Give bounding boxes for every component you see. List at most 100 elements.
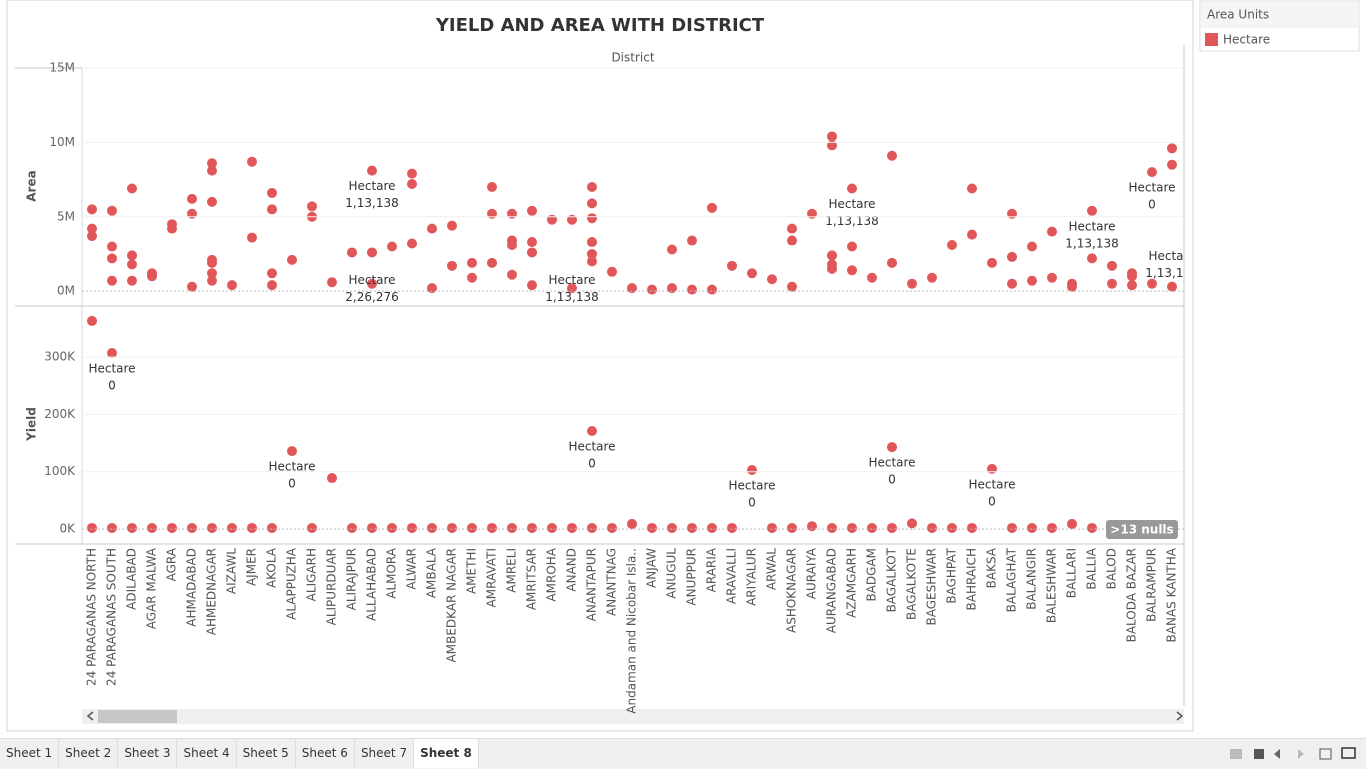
- x-tick-label: BAGHPAT: [945, 547, 959, 603]
- icon-fullscreen[interactable]: [1319, 748, 1332, 760]
- dot: [287, 254, 297, 265]
- dot: [167, 223, 177, 234]
- dot: [1007, 208, 1017, 219]
- dot: [967, 522, 977, 533]
- x-tick-label: AMETHI: [465, 548, 479, 594]
- y-tick-label: 200K: [44, 407, 76, 421]
- dot: [207, 257, 217, 268]
- dot: [507, 208, 517, 219]
- x-tick-label: AJMER: [245, 548, 259, 586]
- mark-label-line: Hectare: [348, 273, 395, 287]
- dot: [507, 269, 517, 280]
- x-tick-label: AMRITSAR: [525, 548, 539, 610]
- x-tick-label: 24 PARAGANAS SOUTH: [105, 548, 119, 686]
- x-tick-label: BALRAMPUR: [1145, 548, 1159, 622]
- x-tick-label: 24 PARAGANAS NORTH: [85, 548, 99, 686]
- dot: [87, 231, 97, 242]
- dot: [607, 266, 617, 277]
- mark-label-line: Hectare: [568, 440, 615, 454]
- x-tick-label: ARAVALLI: [725, 548, 739, 604]
- mark-label-line: 2,26,276: [345, 290, 398, 304]
- dot: [207, 196, 217, 207]
- icon-prev[interactable]: [1274, 749, 1280, 759]
- mark-label-line: Hectare: [1068, 219, 1115, 233]
- dot: [427, 522, 437, 533]
- mark-label-line: 0: [588, 457, 596, 471]
- dot: [487, 522, 497, 533]
- sheet-tab[interactable]: Sheet 8: [414, 739, 479, 768]
- dot: [767, 522, 777, 533]
- x-tick-label: BAGALKOTE: [905, 548, 919, 620]
- dot: [587, 426, 597, 437]
- dot: [927, 522, 937, 533]
- dot: [487, 208, 497, 219]
- mark-label-line: 0: [988, 494, 996, 508]
- nulls-label[interactable]: >13 nulls: [1110, 523, 1173, 537]
- dot: [207, 275, 217, 286]
- mark-label-line: 1,13,138: [1145, 266, 1198, 280]
- icon-single[interactable]: [1254, 749, 1264, 759]
- mark-label-line: Hectare: [1128, 181, 1175, 195]
- sheet-tab[interactable]: Sheet 3: [118, 739, 178, 768]
- icon-present[interactable]: [1341, 747, 1356, 759]
- dot: [947, 240, 957, 251]
- x-tick-label: BALESHWAR: [1045, 548, 1059, 623]
- sheet-tab[interactable]: Sheet 2: [59, 739, 119, 768]
- dot: [787, 223, 797, 234]
- dot: [247, 522, 257, 533]
- dot: [707, 202, 717, 213]
- sheet-tab[interactable]: Sheet 1: [0, 739, 60, 768]
- icon-grid[interactable]: [1230, 749, 1242, 759]
- x-tick-label: AGRA: [165, 547, 179, 581]
- x-tick-label: ALWAR: [405, 548, 419, 590]
- x-tick-label: Andaman and Nicobar Isla..: [625, 548, 639, 714]
- x-tick-label: AIZAWL: [225, 548, 239, 594]
- dot: [447, 260, 457, 271]
- dot: [347, 247, 357, 258]
- x-tick-label: AMBEDKAR NAGAR: [445, 548, 459, 662]
- dot: [667, 283, 677, 294]
- x-tick-label: BANAS KANTHA: [1165, 547, 1179, 642]
- dot: [87, 204, 97, 215]
- dot: [87, 315, 97, 326]
- dot: [247, 156, 257, 167]
- x-tick-label: ALLAHABAD: [365, 548, 379, 621]
- icon-next[interactable]: [1298, 749, 1304, 759]
- scrollbar-thumb[interactable]: [98, 710, 177, 723]
- x-tick-label: BALANGIR: [1025, 548, 1039, 610]
- dot: [707, 522, 717, 533]
- sheet-tab[interactable]: Sheet 6: [296, 739, 355, 768]
- dot: [627, 283, 637, 294]
- dot: [107, 205, 117, 216]
- scrollbar-track[interactable]: [82, 709, 1184, 724]
- dot: [407, 168, 417, 179]
- dot: [907, 518, 917, 529]
- dot: [287, 446, 297, 457]
- dot: [927, 272, 937, 283]
- x-tick-label: AZAMGARH: [845, 548, 859, 618]
- scroll-right[interactable]: [1176, 711, 1184, 721]
- mark-label: Hectare 1,13,138: [1145, 249, 1198, 280]
- dot: [187, 522, 197, 533]
- dot: [827, 250, 837, 261]
- y-tick-label: 0M: [57, 284, 75, 298]
- scroll-left[interactable]: [86, 711, 94, 721]
- dot: [327, 473, 337, 484]
- sheet-tab[interactable]: Sheet 4: [177, 739, 237, 768]
- x-tick-label: ANJAW: [645, 548, 659, 588]
- dot: [1027, 241, 1037, 252]
- dot: [887, 442, 897, 453]
- x-tick-label: AKOLA: [265, 547, 279, 588]
- dot: [467, 272, 477, 283]
- dot: [407, 522, 417, 533]
- dot: [547, 214, 557, 225]
- mark-label-line: 0: [288, 477, 296, 491]
- dot: [1027, 522, 1037, 533]
- dot: [367, 165, 377, 176]
- x-tick-label: BAHRAICH: [965, 548, 979, 610]
- sheet-tab[interactable]: Sheet 5: [237, 739, 296, 768]
- x-tick-label: ANUGUL: [665, 548, 679, 599]
- dot: [1167, 159, 1177, 170]
- dot: [107, 275, 117, 286]
- sheet-tab[interactable]: Sheet 7: [355, 739, 415, 768]
